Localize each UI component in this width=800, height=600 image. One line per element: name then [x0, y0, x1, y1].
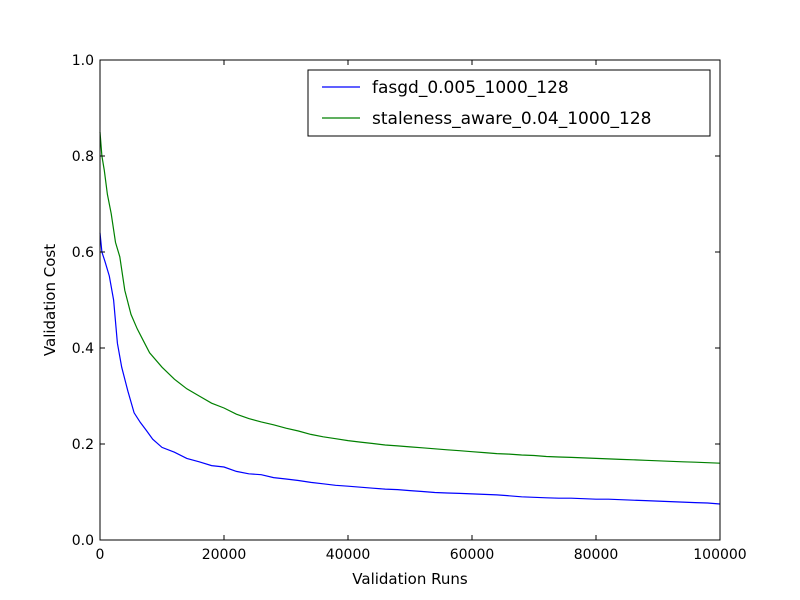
y-tick-label: 0.2 [72, 437, 94, 453]
plot-frame [99, 59, 721, 541]
x-tick-label: 20000 [202, 547, 247, 563]
x-tick-label: 0 [96, 547, 105, 563]
x-tick-label: 60000 [450, 547, 495, 563]
series-line-1 [99, 232, 721, 505]
x-tick-label: 40000 [326, 547, 371, 563]
y-tick-label: 0.8 [72, 149, 94, 165]
x-axis-label: Validation Runs [352, 570, 468, 588]
axis-ticks: 0 20000 40000 60000 80000 100000 0.0 0.2 0.4 0.6 0… [72, 53, 747, 563]
y-tick-label: 1.0 [72, 53, 94, 69]
legend: fasgd_0.005_1000_128 staleness_aware_0.0… [307, 69, 711, 137]
y-tick-label: 0.4 [72, 341, 94, 357]
legend-label-series-2: staleness_aware_0.04_1000_128 [372, 109, 651, 129]
series-line-2 [99, 131, 721, 464]
legend-label-series-1: fasgd_0.005_1000_128 [372, 78, 569, 98]
x-tick-label: 80000 [574, 547, 619, 563]
y-tick-label: 0.0 [72, 533, 94, 549]
x-tick-label: 100000 [693, 547, 746, 563]
y-axis-label: Validation Cost [41, 244, 59, 356]
y-tick-label: 0.6 [72, 245, 94, 261]
series-lines [99, 131, 721, 505]
legend-box [307, 69, 711, 137]
